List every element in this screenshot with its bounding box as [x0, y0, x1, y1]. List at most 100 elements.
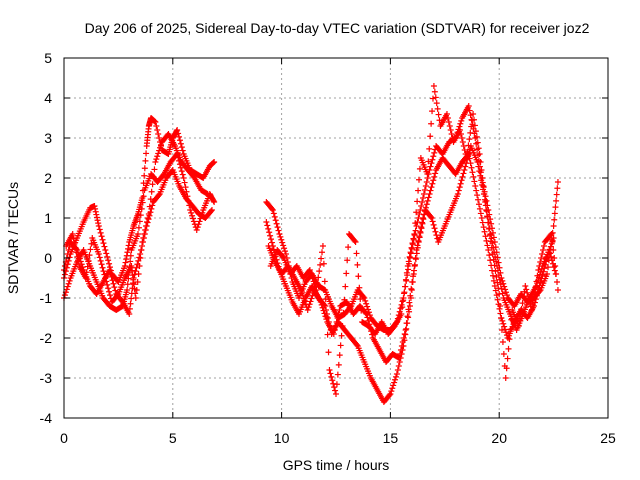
data-point	[518, 305, 525, 312]
x-tick-label: 5	[169, 430, 177, 446]
data-point	[405, 314, 412, 321]
data-point	[65, 247, 72, 253]
data-point	[488, 244, 495, 251]
data-point	[137, 212, 144, 219]
data-point	[310, 278, 317, 285]
data-point	[406, 253, 413, 260]
data-point	[99, 264, 106, 271]
data-point	[410, 273, 417, 280]
data-point	[525, 293, 532, 300]
data-point	[149, 181, 156, 188]
data-point	[189, 212, 196, 219]
data-point	[413, 250, 420, 257]
data-point	[315, 274, 322, 281]
data-point	[125, 245, 132, 252]
data-point	[265, 225, 272, 232]
data-point	[408, 285, 415, 292]
data-point	[493, 273, 500, 280]
data-point	[300, 295, 307, 302]
data-point	[500, 351, 507, 357]
data-point	[474, 192, 481, 199]
data-point	[396, 359, 403, 365]
data-point	[548, 253, 555, 260]
data-point	[476, 151, 483, 157]
data-point	[100, 240, 107, 247]
data-point	[124, 287, 131, 293]
data-point	[552, 204, 559, 211]
data-point	[70, 235, 77, 242]
y-tick-label: -4	[40, 410, 53, 426]
data-point	[388, 388, 395, 395]
data-point	[447, 127, 454, 133]
data-point	[155, 192, 162, 199]
data-point	[339, 323, 346, 329]
data-point	[130, 276, 137, 283]
data-point	[419, 220, 426, 227]
data-point	[129, 272, 136, 279]
data-point	[428, 184, 435, 191]
data-point	[548, 231, 555, 237]
data-point	[472, 128, 479, 135]
data-point	[475, 201, 482, 208]
data-point	[141, 172, 148, 179]
data-point	[551, 255, 558, 261]
data-point	[362, 309, 369, 316]
data-point	[389, 385, 396, 392]
data-point	[142, 157, 149, 164]
data-point	[312, 284, 319, 291]
data-point	[86, 252, 93, 259]
data-point	[422, 183, 429, 189]
y-tick-label: 5	[44, 50, 52, 66]
data-point	[430, 153, 437, 160]
data-point	[308, 295, 315, 302]
data-point	[420, 216, 427, 223]
data-point	[409, 240, 416, 247]
y-tick-label: -3	[40, 370, 53, 386]
data-point	[550, 247, 557, 253]
data-point	[351, 237, 358, 244]
data-point	[273, 220, 280, 227]
data-point	[106, 260, 113, 267]
y-tick-label: 0	[44, 250, 52, 266]
data-point	[280, 242, 287, 249]
data-point	[266, 229, 273, 236]
data-point	[320, 307, 327, 314]
data-point	[448, 131, 455, 137]
data-point	[317, 261, 324, 268]
data-point	[496, 305, 503, 312]
data-point	[95, 251, 102, 257]
data-point	[434, 105, 441, 112]
data-point	[333, 381, 340, 388]
data-point	[321, 278, 328, 285]
data-point	[484, 242, 491, 249]
x-tick-label: 15	[383, 430, 399, 446]
data-point	[326, 367, 333, 373]
data-point	[153, 156, 160, 163]
data-point	[267, 232, 274, 239]
data-point	[416, 165, 423, 172]
data-point	[146, 203, 153, 210]
data-point	[356, 284, 363, 291]
data-point	[488, 235, 495, 242]
data-point	[477, 159, 484, 165]
data-point	[491, 283, 498, 289]
data-point	[432, 94, 439, 101]
data-point	[110, 280, 117, 287]
data-point	[485, 225, 492, 232]
data-point	[143, 150, 150, 157]
data-point	[308, 272, 315, 279]
data-point	[446, 123, 453, 129]
data-point	[528, 307, 535, 313]
data-point	[460, 170, 467, 177]
data-point	[431, 88, 438, 95]
data-point	[270, 210, 277, 217]
data-point	[175, 130, 182, 137]
data-point	[96, 254, 103, 261]
data-point	[277, 233, 284, 240]
data-point	[268, 205, 275, 212]
data-point	[547, 232, 554, 239]
data-point	[95, 223, 102, 229]
data-point	[66, 277, 73, 284]
data-point	[179, 171, 186, 178]
data-point	[114, 292, 121, 299]
